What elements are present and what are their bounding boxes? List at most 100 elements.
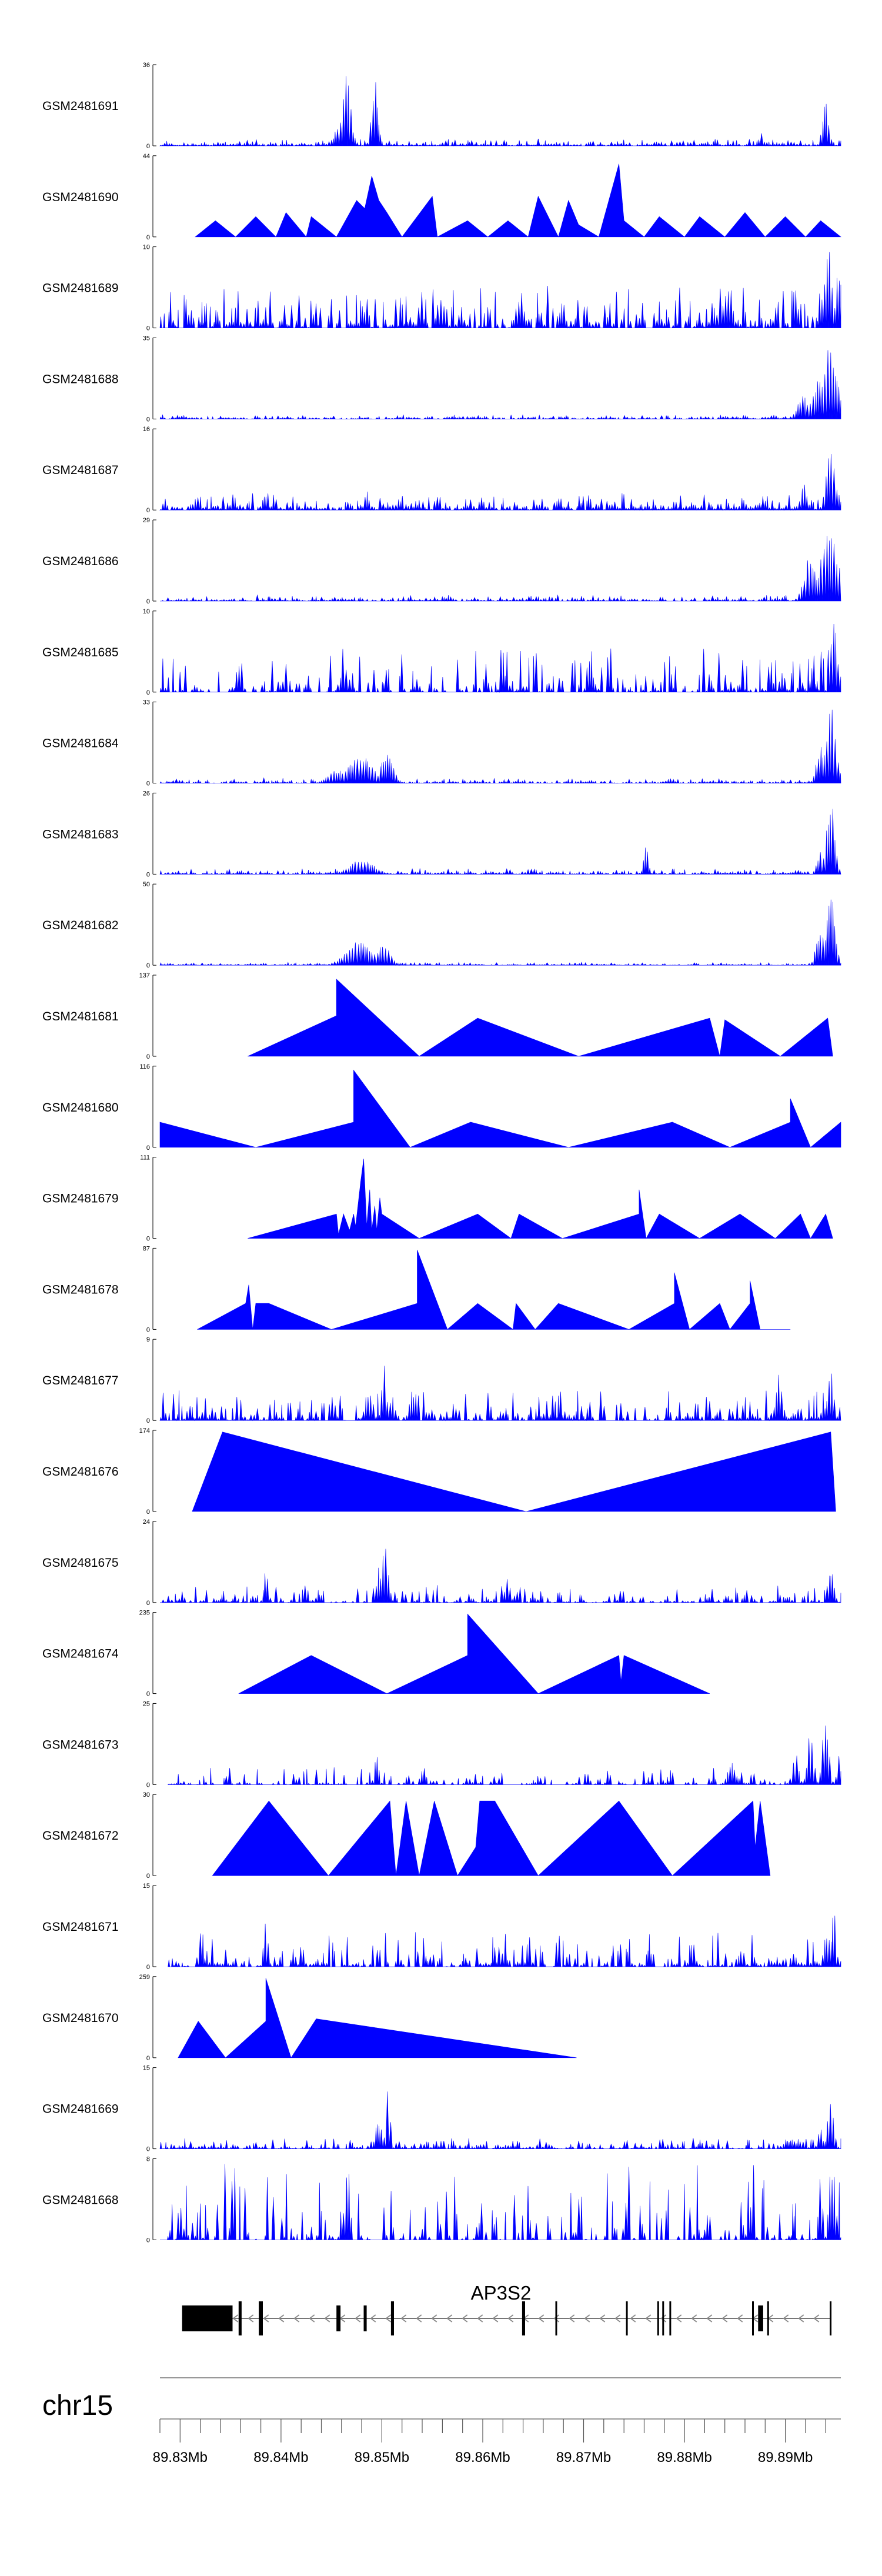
y-axis-max-label: 33 — [143, 699, 150, 706]
y-axis-zero-label: 0 — [146, 1691, 150, 1698]
strand-chevron — [400, 2314, 407, 2323]
track-label: GSM2481670 — [42, 2011, 119, 2025]
y-axis-max-label: 9 — [146, 1336, 150, 1343]
strand-chevron — [507, 2314, 514, 2323]
strand-chevron — [645, 2314, 652, 2323]
track-label: GSM2481674 — [42, 1647, 119, 1661]
track-label: GSM2481683 — [42, 827, 119, 841]
y-axis-max-label: 87 — [143, 1245, 150, 1252]
y-axis-zero-label: 0 — [146, 1326, 150, 1333]
track-label: GSM2481671 — [42, 1920, 119, 1934]
y-axis-max-label: 235 — [139, 1610, 150, 1617]
track-GSM2481676: GSM2481676 174 0 — [42, 1427, 836, 1516]
gene-exon — [830, 2301, 832, 2335]
gene-exon — [758, 2305, 763, 2331]
axis-tick-label: 89.89Mb — [758, 2450, 813, 2465]
gene-exon — [767, 2301, 769, 2335]
y-axis-zero-label: 0 — [146, 416, 150, 423]
track-label: GSM2481678 — [42, 1283, 119, 1296]
track-label: GSM2481682 — [42, 919, 119, 932]
y-axis-zero-label: 0 — [146, 325, 150, 332]
y-axis-zero-label: 0 — [146, 598, 150, 605]
y-axis-zero-label: 0 — [146, 1873, 150, 1880]
coverage-area — [159, 453, 841, 511]
strand-chevron — [737, 2314, 743, 2323]
y-axis-max-label: 259 — [139, 1974, 150, 1981]
track-GSM2481684: GSM2481684 33 0 — [42, 699, 841, 788]
coverage-area — [159, 76, 841, 147]
strand-chevron — [630, 2314, 636, 2323]
track-label: GSM2481677 — [42, 1374, 119, 1387]
strand-chevron — [431, 2314, 437, 2323]
track-GSM2481689: GSM2481689 10 0 — [42, 244, 841, 332]
track-GSM2481683: GSM2481683 26 0 — [42, 790, 841, 878]
y-axis-max-label: 35 — [143, 335, 150, 342]
strand-chevron — [248, 2314, 254, 2323]
coverage-area — [159, 2091, 841, 2150]
track-label: GSM2481685 — [42, 646, 119, 659]
y-axis-zero-label: 0 — [146, 2146, 150, 2153]
track-label: GSM2481688 — [42, 372, 119, 386]
strand-chevron — [355, 2314, 361, 2323]
track-label: GSM2481686 — [42, 555, 119, 568]
y-axis-max-label: 15 — [143, 2065, 150, 2072]
strand-chevron — [614, 2314, 621, 2323]
track-GSM2481678: GSM2481678 87 0 — [42, 1245, 791, 1333]
strand-chevron — [660, 2314, 667, 2323]
coverage-area — [248, 979, 833, 1057]
y-axis-max-label: 24 — [143, 1519, 150, 1526]
y-axis-max-label: 116 — [139, 1063, 150, 1070]
coverage-area — [168, 1916, 841, 1968]
strand-chevron — [492, 2314, 499, 2323]
track-GSM2481688: GSM2481688 35 0 — [42, 335, 841, 423]
track-label: GSM2481676 — [42, 1465, 119, 1479]
track-GSM2481670: GSM2481670 259 0 — [42, 1974, 577, 2062]
y-axis-zero-label: 0 — [146, 234, 150, 241]
track-GSM2481685: GSM2481685 10 0 — [42, 608, 841, 696]
strand-chevron — [721, 2314, 728, 2323]
gene-exon — [752, 2301, 754, 2335]
y-axis-max-label: 8 — [146, 2155, 150, 2163]
strand-chevron — [783, 2314, 789, 2323]
track-GSM2481681: GSM2481681 137 0 — [42, 972, 833, 1060]
y-axis-zero-label: 0 — [146, 1600, 150, 1607]
strand-chevron — [232, 2314, 239, 2323]
track-label: GSM2481689 — [42, 282, 119, 295]
coverage-area — [212, 1800, 771, 1876]
coverage-area — [238, 1613, 710, 1694]
coverage-area — [248, 1159, 833, 1239]
genome-axis: chr15 89.83Mb 89.84Mb 89.85Mb 89.86Mb 89.87M… — [42, 2377, 841, 2465]
gene-exon — [662, 2301, 664, 2335]
coverage-area — [160, 1549, 841, 1603]
track-GSM2481673: GSM2481673 25 0 — [42, 1700, 841, 1788]
y-axis-zero-label: 0 — [146, 1417, 150, 1424]
track-GSM2481675: GSM2481675 24 0 — [42, 1519, 841, 1607]
strand-chevron — [676, 2314, 682, 2323]
track-GSM2481672: GSM2481672 30 0 — [42, 1791, 771, 1880]
gene-exon — [182, 2305, 233, 2331]
strand-chevron — [584, 2314, 590, 2323]
coverage-area — [159, 1069, 841, 1148]
coverage-area — [197, 1250, 791, 1330]
y-axis-zero-label: 0 — [146, 2055, 150, 2062]
coverage-area — [159, 252, 841, 329]
strand-chevron — [553, 2314, 560, 2323]
strand-chevron — [293, 2314, 300, 2323]
y-axis-max-label: 111 — [140, 1154, 150, 1162]
track-label: GSM2481669 — [42, 2103, 119, 2116]
y-axis-zero-label: 0 — [146, 1144, 150, 1152]
gene-exon — [259, 2301, 263, 2335]
y-axis-zero-label: 0 — [146, 871, 150, 878]
coverage-area — [159, 623, 841, 693]
strand-chevron — [309, 2314, 315, 2323]
strand-chevron — [370, 2314, 376, 2323]
y-axis-max-label: 30 — [143, 1791, 150, 1798]
track-label: GSM2481691 — [42, 99, 119, 113]
track-label: GSM2481690 — [42, 191, 119, 204]
y-axis-max-label: 50 — [143, 881, 150, 888]
track-GSM2481668: GSM2481668 8 0 — [42, 2155, 841, 2244]
y-axis-max-label: 29 — [143, 517, 150, 524]
y-axis-max-label: 36 — [143, 62, 150, 69]
coverage-area — [159, 709, 841, 784]
